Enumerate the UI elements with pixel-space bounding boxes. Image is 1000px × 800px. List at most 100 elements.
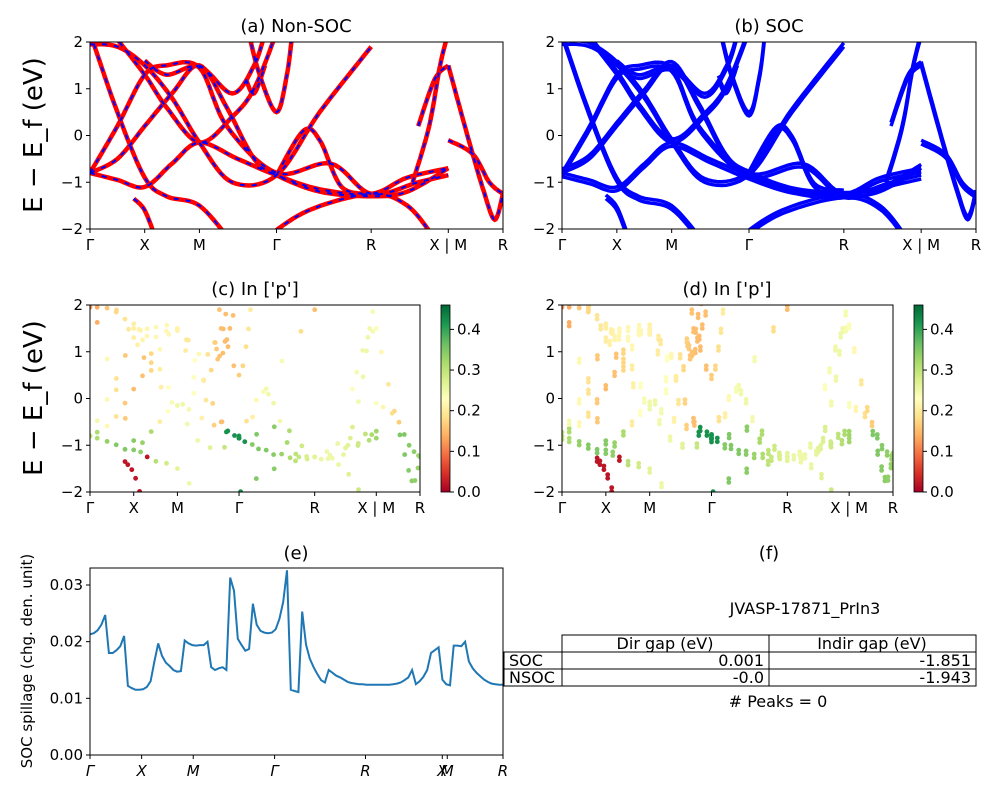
table-header-indir-gap: Indir gap (eV): [817, 634, 927, 653]
xtick-label: Γ: [707, 499, 716, 517]
ytick-label: −1: [61, 436, 83, 454]
projection-point: [140, 373, 145, 379]
xtick-label: X | M: [830, 499, 868, 517]
xtick-label: Γ: [86, 762, 96, 780]
projection-point: [250, 414, 256, 420]
projection-point: [131, 447, 137, 453]
projection-point: [605, 472, 611, 477]
projection-point: [670, 498, 675, 503]
panel-d-yticks: −2 −1 0 1 2: [533, 296, 562, 501]
xtick-label: Γ: [272, 236, 281, 254]
projection-point: [136, 327, 142, 332]
projection-point: [686, 346, 692, 352]
soc-band-overlay: [245, 65, 266, 95]
projection-point: [603, 335, 609, 341]
projection-point: [392, 408, 397, 414]
projection-point: [752, 358, 757, 364]
panel-c-xticks: Γ X M Γ R X | M R: [86, 492, 425, 517]
projection-point: [700, 499, 705, 504]
panel-b-xticks: Γ X M Γ R X | M R: [558, 229, 981, 254]
projection-point: [148, 351, 154, 356]
projection-point: [613, 351, 619, 357]
projection-point: [594, 446, 600, 452]
projection-point: [191, 390, 197, 396]
projection-point: [576, 360, 582, 365]
projection-point: [180, 401, 186, 407]
projection-point: [603, 339, 609, 344]
projection-point: [299, 443, 305, 449]
projection-point: [219, 419, 225, 425]
projection-point: [693, 330, 699, 336]
projection-point: [253, 476, 259, 481]
projection-point: [885, 478, 891, 483]
projection-point: [698, 344, 703, 350]
projection-point: [207, 445, 213, 451]
projection-point: [148, 368, 154, 373]
xtick-label: Γ: [270, 762, 280, 780]
projection-point: [131, 321, 137, 327]
projection-point: [658, 341, 663, 347]
projection-point: [610, 453, 616, 458]
projection-point: [104, 423, 110, 429]
xtick-label: R: [498, 762, 508, 780]
projection-point: [722, 445, 728, 451]
projection-point: [818, 442, 824, 448]
projection-point: [828, 444, 834, 450]
projection-point: [137, 489, 142, 492]
projection-point: [709, 432, 714, 437]
projection-point: [612, 333, 617, 339]
projection-point: [597, 462, 603, 468]
projection-point: [211, 422, 217, 428]
projection-point: [689, 311, 695, 316]
projection-point: [668, 355, 674, 361]
projection-point: [751, 455, 757, 461]
projection-point: [345, 442, 351, 448]
colorbar-tick-label: 0.4: [930, 320, 954, 338]
projection-point: [822, 428, 828, 434]
soc-band: [883, 42, 922, 187]
projection-point: [791, 453, 797, 458]
projection-point: [217, 353, 223, 359]
ytick-label: −2: [533, 483, 555, 501]
projection-point: [158, 384, 164, 390]
projection-point: [157, 347, 163, 352]
panel-f-title: (f): [759, 543, 779, 564]
projection-point: [851, 349, 857, 355]
projection-point: [647, 399, 653, 405]
projection-point: [287, 455, 293, 461]
projection-point: [144, 333, 150, 339]
gap-table: [503, 634, 977, 687]
projection-point: [386, 381, 391, 387]
table-header-dir-gap: Dir gap (eV): [617, 634, 714, 653]
projection-point: [800, 452, 806, 458]
soc-band: [562, 140, 922, 197]
projection-point: [682, 401, 688, 406]
soc-band-overlay: [90, 43, 372, 187]
projection-point: [183, 348, 189, 353]
projection-point: [576, 420, 582, 425]
projection-point: [862, 414, 868, 420]
projection-point: [828, 402, 834, 408]
projection-point: [657, 421, 662, 427]
panel-f: (f) JVASP-17871_PrIn3 Dir gap (eV) Indir…: [503, 543, 977, 711]
projection-point: [238, 489, 243, 492]
projection-point: [808, 462, 814, 467]
projection-point: [704, 433, 710, 438]
projection-point: [113, 376, 119, 381]
projection-point: [722, 414, 728, 420]
projection-point: [277, 418, 283, 424]
xtick-label: R: [888, 499, 898, 517]
panel-d-points: [562, 305, 893, 504]
projection-point: [696, 333, 702, 339]
projection-point: [738, 388, 744, 393]
ytick-label: −2: [533, 220, 555, 238]
projection-point: [609, 489, 615, 492]
projection-point: [585, 414, 591, 419]
projection-point: [655, 348, 661, 353]
projection-point: [791, 456, 797, 462]
projection-point: [114, 307, 119, 313]
soc-band-overlay: [90, 64, 449, 198]
projection-point: [220, 326, 226, 332]
projection-point: [356, 399, 361, 404]
projection-point: [261, 389, 266, 395]
